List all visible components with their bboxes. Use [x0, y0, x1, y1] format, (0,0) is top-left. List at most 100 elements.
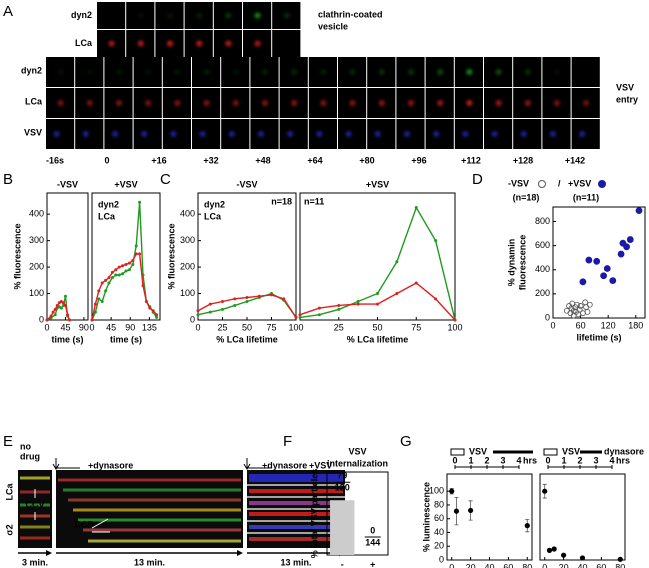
point — [97, 289, 101, 293]
point — [635, 207, 643, 215]
point — [582, 299, 589, 306]
row-label: dyn2 — [21, 65, 42, 75]
point — [155, 313, 159, 317]
point — [208, 302, 212, 306]
x-tick-label: 0 — [550, 320, 555, 330]
spot — [57, 100, 64, 106]
panel-label: A — [3, 3, 13, 20]
timeline-tick-label: 1 — [561, 455, 566, 465]
condition: +dynasore — [88, 460, 133, 470]
spot — [349, 69, 356, 75]
x-tick-label: 80 — [615, 562, 625, 568]
condition: +dynasore — [262, 460, 307, 470]
x-tick-label: 75 — [411, 322, 421, 332]
spot — [137, 40, 144, 47]
spot — [554, 100, 560, 106]
x-tick-label: 0 — [89, 322, 94, 332]
point — [270, 293, 273, 297]
time-label: +112 — [461, 155, 481, 165]
row-label: dyn2 — [71, 10, 92, 20]
point — [117, 273, 121, 277]
point — [196, 313, 200, 317]
point — [317, 313, 321, 317]
frame — [46, 119, 75, 149]
x-tick-label: 100 — [288, 322, 303, 332]
point — [623, 243, 630, 251]
panel-label: F — [283, 433, 292, 450]
count-numerator: 0 — [370, 525, 375, 535]
frame — [571, 119, 600, 149]
y-tick-label: 20 — [434, 541, 444, 551]
frame — [192, 119, 221, 149]
panel-a — [46, 2, 600, 149]
annotation: n=11 — [304, 196, 324, 206]
annotation: CCP — [74, 519, 93, 529]
arrow — [55, 458, 80, 469]
vsv-pulse — [543, 448, 558, 456]
frame — [425, 119, 454, 149]
spot — [554, 69, 560, 75]
frame — [513, 119, 542, 149]
series-line — [91, 253, 158, 321]
spot — [433, 131, 440, 137]
timeline-label: VSV — [562, 446, 580, 456]
point — [93, 302, 97, 306]
point — [110, 276, 114, 280]
point — [66, 313, 69, 317]
row-label: LCa — [75, 38, 93, 48]
vsv-pulse — [450, 448, 465, 456]
chart-title: internalization — [327, 458, 388, 468]
legend-label: dyn2 — [98, 199, 119, 209]
point — [376, 292, 379, 296]
y-tick-label: 200 — [180, 261, 195, 271]
point — [49, 314, 53, 318]
point — [434, 297, 438, 301]
y-axis-label: % fluorescence — [12, 223, 22, 289]
x-tick-label: 20 — [559, 562, 569, 568]
point — [376, 302, 379, 306]
point — [586, 301, 593, 308]
spot — [524, 69, 531, 75]
spot — [145, 69, 152, 75]
point — [131, 258, 135, 262]
point — [110, 270, 114, 274]
legend-count: (n=11) — [573, 192, 599, 202]
point — [148, 306, 152, 310]
timeline-label: VSV — [469, 446, 487, 456]
note: entry — [616, 94, 638, 104]
spot — [466, 100, 473, 106]
y-tick-label: 300 — [180, 235, 195, 245]
row-label: LCa — [25, 96, 43, 106]
x-axis-label: time (s) — [51, 334, 83, 344]
point — [546, 547, 553, 553]
x-axis-label: % LCa lifetime — [347, 334, 409, 344]
y-axis-label: fluorescence — [517, 235, 527, 291]
series-line — [299, 282, 456, 321]
spot — [196, 12, 203, 19]
point — [104, 289, 108, 293]
point — [600, 272, 607, 280]
spot — [86, 69, 93, 75]
pointer — [91, 518, 110, 533]
bar — [330, 500, 355, 555]
time-label: +48 — [255, 155, 270, 165]
point — [114, 268, 118, 272]
point — [395, 260, 399, 264]
point — [138, 200, 142, 204]
time-label: +16 — [151, 155, 166, 165]
spot — [167, 40, 173, 47]
frame — [484, 119, 513, 149]
point — [626, 236, 634, 243]
spot — [524, 100, 531, 106]
spot — [408, 100, 414, 106]
timeline-tick-label: 0 — [452, 455, 457, 465]
point — [593, 257, 601, 265]
x-tick-label: 0 — [542, 562, 547, 568]
point — [233, 303, 237, 307]
arrow-head — [237, 550, 243, 556]
legend-separator: / — [558, 178, 561, 188]
y-tick-label: 600 — [535, 240, 550, 250]
y-tick-label: 40 — [434, 527, 444, 537]
x-tick-label: 0 — [44, 322, 49, 332]
point — [63, 294, 67, 298]
